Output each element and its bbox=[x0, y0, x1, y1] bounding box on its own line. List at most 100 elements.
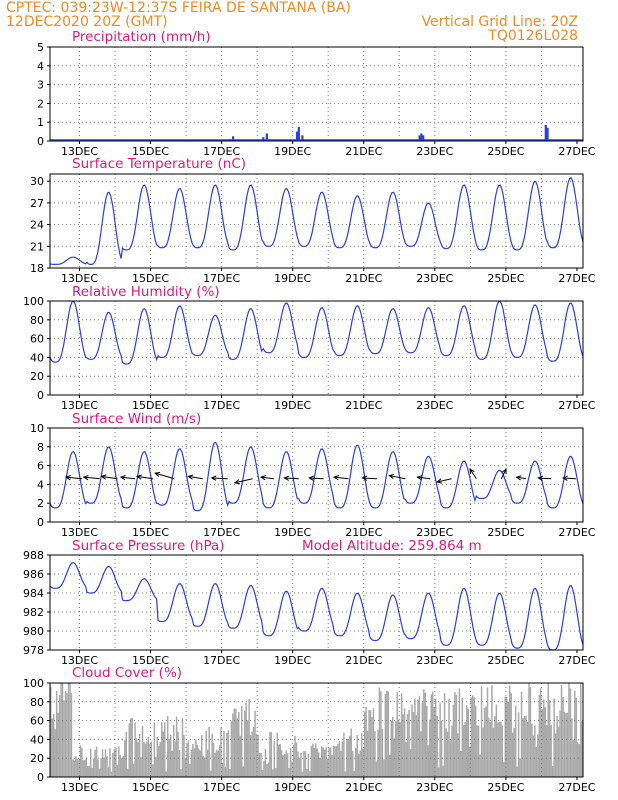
cloud-bar bbox=[58, 695, 61, 777]
cloud-bar bbox=[64, 691, 67, 777]
cloud-bar bbox=[217, 750, 219, 777]
cloud-bar bbox=[54, 729, 56, 777]
cloud-bar bbox=[468, 746, 471, 777]
series-line bbox=[49, 177, 584, 265]
panel-title-temperature: Surface Temperature (nC) bbox=[72, 156, 246, 172]
cloud-bar bbox=[353, 770, 355, 777]
cloud-bar bbox=[541, 709, 544, 777]
cloud-bar bbox=[307, 753, 310, 777]
y-tick-label: 40 bbox=[30, 733, 44, 746]
precip-bar bbox=[420, 133, 423, 141]
y-tick-label: 60 bbox=[30, 333, 44, 346]
cloud-bar bbox=[366, 730, 369, 777]
cloud-bar bbox=[63, 700, 65, 777]
x-tick-label: 23DEC bbox=[416, 526, 453, 539]
cloud-bar bbox=[470, 697, 472, 777]
cloud-bar bbox=[581, 721, 583, 777]
cloud-bar bbox=[545, 725, 548, 777]
panel-4: 978 980 982 984 986 988 13DEC 15DEC 17DEC 19DEC 21… bbox=[23, 549, 596, 667]
cloud-bar bbox=[528, 683, 530, 777]
header-station: CPTEC: 039:23W-12:37S FEIRA DE SANTANA (… bbox=[6, 0, 351, 16]
cloud-bar bbox=[434, 698, 437, 777]
cloud-bar bbox=[544, 707, 546, 777]
y-tick-label: 40 bbox=[30, 351, 44, 364]
cloud-bar bbox=[113, 749, 116, 777]
cloud-bar bbox=[548, 699, 551, 777]
cloud-bar bbox=[258, 753, 261, 777]
wind-arrow-shaft bbox=[120, 476, 136, 480]
cloud-bar bbox=[369, 710, 372, 777]
cloud-bar bbox=[461, 697, 464, 777]
cloud-bar bbox=[408, 709, 410, 777]
cloud-bar bbox=[430, 694, 432, 777]
wind-arrow-head bbox=[469, 468, 475, 475]
cloud-bar bbox=[218, 745, 221, 777]
wind-arrow-head bbox=[119, 475, 126, 481]
cloud-bar bbox=[439, 703, 441, 777]
cloud-bar bbox=[264, 748, 267, 777]
cloud-bar bbox=[506, 697, 508, 777]
cloud-bar bbox=[384, 694, 387, 777]
cloud-bar bbox=[448, 698, 450, 777]
cloud-bar bbox=[309, 771, 311, 777]
cloud-bar bbox=[310, 746, 313, 777]
x-tick-label: 19DEC bbox=[274, 781, 311, 794]
y-tick-label: 986 bbox=[23, 568, 44, 581]
cloud-bar bbox=[503, 762, 505, 777]
cloud-bar bbox=[362, 748, 364, 777]
panel-frame bbox=[49, 173, 584, 269]
cloud-bar bbox=[150, 741, 153, 777]
cloud-bar bbox=[303, 751, 305, 777]
x-tick-label: 17DEC bbox=[203, 781, 240, 794]
cloud-bar bbox=[442, 765, 444, 777]
cloud-bar bbox=[568, 683, 570, 777]
cloud-bar bbox=[431, 691, 434, 777]
cloud-bar bbox=[55, 690, 58, 777]
model-altitude: Model Altitude: 259.864 m bbox=[302, 538, 482, 554]
wind-arrow-shaft bbox=[155, 472, 175, 480]
cloud-bar bbox=[517, 712, 520, 777]
y-tick-label: 988 bbox=[23, 549, 44, 562]
cloud-bar bbox=[267, 762, 270, 777]
cloud-bar bbox=[446, 731, 449, 777]
cloud-bar bbox=[242, 766, 244, 777]
precip-bar bbox=[231, 136, 235, 141]
plot-area: 0 1 2 3 4 5 13DEC 15DEC 17DEC 19DEC 21DEC 23DEC 25DE… bbox=[23, 41, 596, 794]
cloud-bar bbox=[477, 725, 480, 777]
cloud-bar bbox=[349, 735, 351, 777]
cloud-bar bbox=[378, 687, 381, 777]
cloud-bar bbox=[187, 740, 190, 777]
cloud-bar bbox=[279, 744, 281, 777]
cloud-bar bbox=[412, 712, 415, 777]
cloud-bar bbox=[491, 685, 493, 777]
x-tick-label: 17DEC bbox=[203, 399, 240, 412]
cloud-bar bbox=[276, 732, 279, 777]
cloud-bar bbox=[511, 732, 514, 777]
cloud-bar bbox=[306, 768, 308, 777]
cloud-bar bbox=[211, 733, 213, 777]
cloud-bar bbox=[440, 720, 443, 777]
cloud-bar bbox=[489, 721, 492, 777]
cloud-bar bbox=[112, 752, 114, 777]
cloud-bar bbox=[386, 690, 388, 777]
cloud-bar bbox=[463, 724, 465, 777]
precip-bar bbox=[295, 131, 299, 141]
cloud-bar bbox=[557, 726, 560, 777]
precip-bar bbox=[297, 126, 300, 141]
cloud-bar bbox=[206, 749, 209, 777]
cloud-bar bbox=[289, 748, 292, 777]
cloud-bar bbox=[417, 699, 419, 777]
cloud-bar bbox=[249, 735, 252, 777]
wind-arrow-head bbox=[332, 475, 339, 481]
cloud-bar bbox=[270, 732, 273, 777]
cloud-bar bbox=[334, 746, 336, 777]
cloud-bar bbox=[560, 684, 563, 777]
wind-arrow-shaft bbox=[334, 476, 349, 480]
cloud-bar bbox=[60, 683, 62, 777]
cloud-bar bbox=[563, 711, 566, 777]
cloud-bar bbox=[156, 737, 159, 777]
cloud-bar bbox=[100, 758, 102, 777]
cloud-bar bbox=[134, 722, 136, 777]
cloud-bar bbox=[352, 750, 354, 777]
wind-arrow-head bbox=[233, 479, 240, 485]
